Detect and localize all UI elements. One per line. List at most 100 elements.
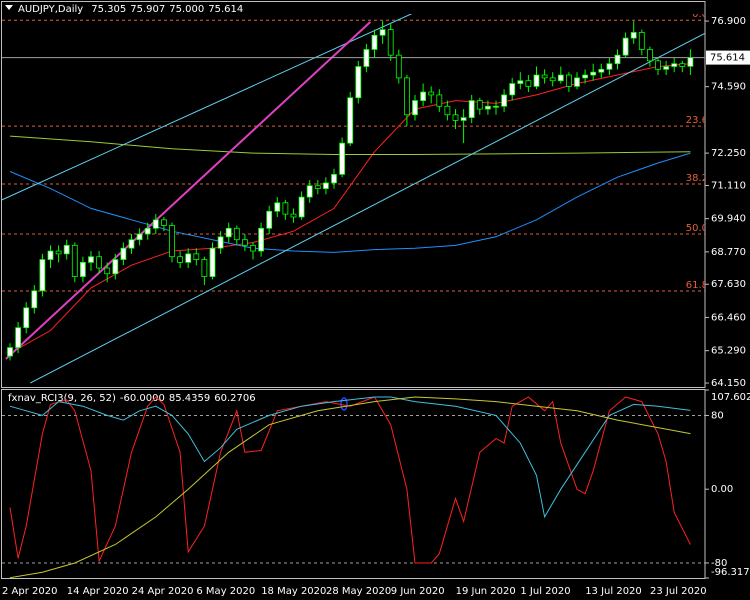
candle-body (493, 105, 499, 108)
candle-body (23, 307, 30, 329)
candle-body (476, 100, 483, 110)
candle-body (468, 100, 475, 119)
candle-body (671, 63, 678, 67)
candle-body (193, 253, 200, 260)
y-tick-label: 74.590 (711, 82, 746, 93)
indicator-line (9, 396, 691, 578)
x-tick-label: 23 Jul 2020 (650, 586, 707, 597)
y-tick-label: 76.900 (711, 16, 746, 27)
high-label: 75.907 (130, 4, 165, 15)
candle-body (403, 77, 410, 116)
candle-body (177, 256, 184, 263)
candle-body (590, 71, 597, 76)
candle-body (566, 74, 572, 87)
candle-body (185, 253, 192, 263)
candle-body (557, 74, 564, 82)
low-label: 75.000 (169, 4, 204, 15)
candle-body (655, 60, 661, 70)
indicator-header: fxnav_RCI3(9, 26, 52) -60.0000 85.4359 60.2… (8, 393, 256, 404)
moving-average (9, 63, 691, 354)
fib-level-label: 38.2 (686, 173, 708, 184)
indicator-y-tick-label: -96.3177 (711, 567, 750, 578)
candle-body (484, 105, 491, 110)
candle-body (39, 259, 46, 292)
y-tick-label: 67.630 (711, 279, 746, 290)
moving-average (9, 152, 691, 253)
fib-level-label: 23.6 (686, 115, 708, 126)
indicator-y-tick-label: 80 (711, 410, 724, 421)
candle-body (395, 54, 402, 79)
x-tick-label: 18 May 2020 (261, 586, 326, 597)
candle-body (282, 202, 289, 215)
chart-header: AUDJPY,Daily 75.305 75.907 75.000 75.614 (18, 4, 243, 15)
candle-body (169, 225, 175, 258)
candle-body (217, 236, 224, 249)
candle-body (339, 142, 346, 175)
candle-body (444, 105, 451, 116)
candle-body (582, 74, 588, 79)
x-tick-label: 2 Apr 2020 (2, 586, 57, 597)
y-tick-label: 64.150 (711, 378, 746, 389)
candle-body (428, 91, 435, 96)
candle-body (460, 117, 467, 121)
candle-body (379, 29, 386, 36)
candle-body (274, 202, 281, 212)
indicator-value: 60.2706 (214, 393, 255, 404)
y-tick-label: 65.290 (711, 346, 746, 357)
candle-body (96, 256, 102, 269)
current-price-box (706, 50, 750, 65)
candle-body (136, 233, 143, 241)
main-plot: 0.0 23.6 38.2 50.0 61.8 (2, 9, 708, 384)
indicator-value: 85.4359 (169, 393, 210, 404)
candle-body (144, 227, 151, 235)
y-tick-label: 72.250 (711, 148, 746, 159)
indicator-value: -60.0000 (120, 393, 165, 404)
candle-body (15, 327, 22, 348)
moving-average (9, 135, 691, 155)
candle-body (241, 239, 248, 246)
x-tick-label: 6 May 2020 (196, 586, 255, 597)
y-tick-label: 71.110 (711, 180, 746, 191)
trendline (5, 21, 372, 360)
fib-level-label: 61.8 (686, 280, 708, 291)
x-tick-label: 28 May 2020 (326, 586, 391, 597)
indicator-name: fxnav_RCI3(9, 26, 52) (8, 393, 116, 404)
candle-body (314, 185, 321, 189)
candle-body (112, 259, 119, 275)
candle-body (533, 74, 540, 87)
candle-body (55, 250, 62, 255)
candle-body (371, 34, 378, 50)
candle-body (233, 227, 240, 241)
indicator-y-tick-label: 107.6024 (711, 392, 750, 403)
candle-body (258, 227, 265, 252)
candle-body (266, 210, 273, 229)
fib-level-label: 0.0 (692, 9, 708, 20)
candle-body (128, 239, 135, 249)
candle-body (80, 261, 86, 277)
menu-icon[interactable] (5, 5, 13, 10)
candle-body (363, 49, 370, 67)
candle-body (412, 100, 418, 116)
candle-body (298, 196, 305, 218)
candle-body (63, 244, 70, 255)
candle-body (606, 63, 613, 70)
candle-body (47, 250, 54, 260)
candle-body (501, 94, 508, 107)
candle-body (306, 185, 313, 198)
candle-body (152, 219, 159, 229)
candle-body (647, 49, 653, 62)
candle-body (549, 77, 556, 82)
indicator-y-tick-label: 0.00 (711, 484, 733, 495)
candle-body (322, 182, 329, 189)
x-tick-label: 19 Jun 2020 (456, 586, 516, 597)
candle-body (622, 37, 629, 56)
candle-body (630, 32, 637, 39)
y-tick-label: 68.770 (711, 247, 746, 258)
candle-body (614, 54, 621, 65)
candle-body (355, 66, 362, 99)
candle-body (387, 29, 394, 56)
trendline (2, 14, 413, 201)
candle-body (525, 80, 532, 87)
